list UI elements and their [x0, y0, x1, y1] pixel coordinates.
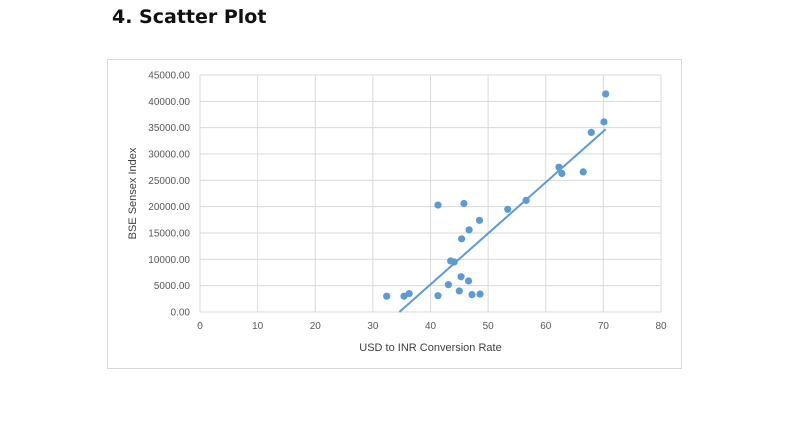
x-tick-label: 80 [655, 321, 667, 332]
scatter-point [475, 216, 484, 224]
scatter-point [602, 90, 610, 98]
scatter-point [476, 290, 484, 298]
x-tick-label: 40 [425, 321, 437, 332]
y-axis-title: BSE Sensex Index [127, 147, 139, 239]
y-tick-labels: 0.00 5000.00 10000.00 15000.00 20000.00 25000… [148, 71, 190, 319]
x-tick-label: 60 [540, 321, 552, 332]
scatter-point [457, 273, 465, 281]
scatter-point [555, 163, 563, 171]
trendline-layer [398, 128, 607, 313]
scatter-point [383, 292, 391, 300]
y-tick-label: 0.00 [171, 308, 191, 319]
scatter-point [600, 118, 608, 126]
scatter-point [458, 235, 466, 243]
page-heading: 4. Scatter Plot [112, 6, 267, 28]
y-tick-label: 35000.00 [148, 123, 190, 134]
scatter-point [434, 292, 442, 300]
y-tick-label: 40000.00 [148, 97, 190, 108]
y-tick-label: 45000.00 [148, 71, 190, 82]
scatter-point [464, 277, 473, 285]
scatter-point [587, 128, 595, 137]
scatter-point [468, 291, 476, 299]
y-tick-label: 20000.00 [148, 202, 190, 213]
scatter-point [450, 258, 458, 266]
x-tick-label: 30 [367, 321, 379, 332]
y-tick-label: 15000.00 [148, 229, 190, 240]
scatter-point [434, 201, 442, 209]
scatter-point [444, 281, 452, 289]
x-axis-title: USD to INR Conversion Rate [359, 342, 501, 354]
scatter-point [455, 287, 463, 295]
x-tick-label: 50 [483, 321, 495, 332]
x-tick-label: 0 [197, 321, 203, 332]
chart-container [107, 59, 682, 369]
y-tick-label: 30000.00 [148, 150, 190, 161]
scatter-point [558, 169, 566, 178]
x-tick-labels: 0 10 20 30 40 50 60 70 80 [197, 321, 667, 332]
scatter-point [579, 168, 587, 176]
grid-lines [199, 74, 662, 313]
data-points [383, 90, 610, 300]
linear-trendline [398, 128, 607, 313]
y-tick-label: 10000.00 [148, 255, 190, 266]
y-tick-label: 5000.00 [154, 281, 191, 292]
scatter-point [460, 199, 468, 208]
x-tick-label: 10 [252, 321, 264, 332]
x-tick-label: 20 [310, 321, 322, 332]
scatter-point [465, 226, 473, 234]
x-tick-label: 70 [598, 321, 610, 332]
scatter-point [522, 196, 530, 204]
y-tick-label: 25000.00 [148, 176, 190, 187]
scatter-point [405, 289, 413, 298]
scatter-point [504, 205, 512, 213]
